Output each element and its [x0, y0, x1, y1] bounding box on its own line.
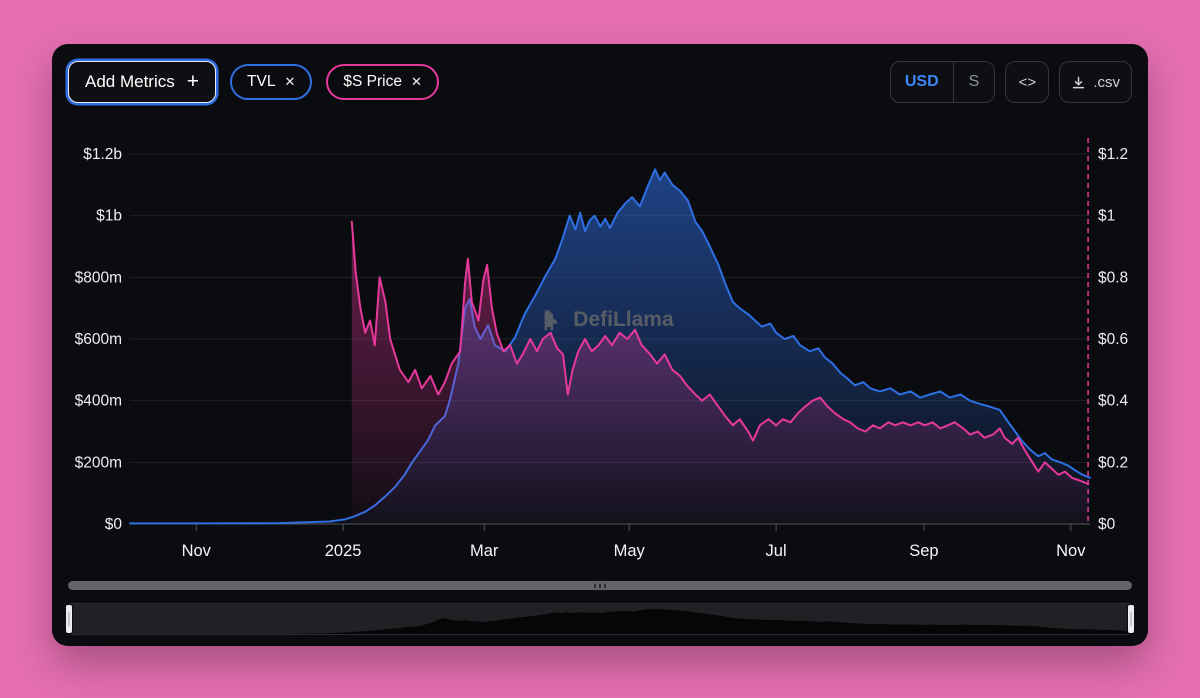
- y-axis-left-label: $800m: [75, 269, 122, 286]
- csv-label: .csv: [1093, 73, 1120, 91]
- y-axis-left-label: $0: [105, 516, 123, 533]
- toolbar: Add Metrics + TVL ✕ $S Price ✕ USD S <>: [52, 60, 1148, 104]
- embed-button[interactable]: <>: [1005, 61, 1050, 103]
- x-axis-label: Jul: [766, 542, 787, 560]
- pill-label: $S Price: [343, 73, 402, 90]
- y-axis-left-label: $1.2b: [83, 146, 122, 163]
- metric-pill-tvl[interactable]: TVL ✕: [230, 64, 313, 100]
- brush-track[interactable]: [68, 603, 1132, 635]
- currency-toggle[interactable]: USD S: [889, 61, 996, 103]
- y-axis-left-label: $1b: [96, 208, 122, 225]
- add-metrics-button[interactable]: Add Metrics +: [68, 61, 217, 103]
- y-axis-left-label: $200m: [75, 454, 122, 471]
- download-icon: [1073, 76, 1085, 88]
- scrollbar-grip-icon[interactable]: [594, 583, 606, 588]
- pill-label: TVL: [247, 73, 276, 90]
- plus-icon: +: [186, 69, 200, 93]
- embed-code-icon: <>: [1018, 73, 1037, 91]
- y-axis-right-label: $0: [1098, 516, 1116, 533]
- y-axis-left-label: $600m: [75, 331, 122, 348]
- brush-handle-left[interactable]: [65, 604, 73, 634]
- brush-minichart: [69, 608, 1131, 634]
- add-metrics-label: Add Metrics: [85, 72, 175, 91]
- x-axis-label: Sep: [909, 542, 938, 560]
- brush-minichart-area: [69, 608, 1131, 634]
- y-axis-right-label: $0.4: [1098, 393, 1129, 410]
- y-axis-right-label: $1.2: [1098, 146, 1128, 163]
- x-axis-label: 2025: [325, 542, 362, 560]
- download-csv-button[interactable]: .csv: [1059, 61, 1132, 103]
- chart-panel: Add Metrics + TVL ✕ $S Price ✕ USD S <>: [52, 44, 1148, 646]
- y-axis-right-label: $1: [1098, 208, 1115, 225]
- metric-pill-s-price[interactable]: $S Price ✕: [326, 64, 439, 100]
- y-axis-right-label: $0.8: [1098, 269, 1128, 286]
- close-icon[interactable]: ✕: [410, 74, 422, 89]
- currency-usd[interactable]: USD: [904, 73, 939, 90]
- y-axis-right-label: $0.2: [1098, 454, 1128, 471]
- chart-scrollbar[interactable]: [68, 581, 1132, 590]
- y-axis-right-label: $0.6: [1098, 331, 1128, 348]
- x-axis-label: Nov: [1056, 542, 1086, 560]
- toolbar-right: USD S <> .csv: [889, 61, 1132, 103]
- brush-handle-right[interactable]: [1127, 604, 1135, 634]
- close-icon[interactable]: ✕: [284, 74, 296, 89]
- price-area: [351, 221, 1089, 525]
- time-range-brush[interactable]: [65, 599, 1135, 639]
- tvl-price-chart[interactable]: $1.2b $1.2 $1b $1 $800m $0.8 $600m $0.6 $400m $0.…: [52, 124, 1148, 569]
- chart-area[interactable]: $1.2b $1.2 $1b $1 $800m $0.8 $600m $0.6 $400m $0.…: [52, 124, 1148, 569]
- currency-token[interactable]: S: [968, 73, 980, 90]
- x-axis-label: May: [614, 542, 646, 560]
- x-axis-label: Nov: [182, 542, 212, 560]
- divider: [952, 62, 954, 102]
- y-axis-left-label: $400m: [75, 393, 122, 410]
- x-axis-label: Mar: [470, 542, 499, 560]
- price-line: [350, 220, 1090, 485]
